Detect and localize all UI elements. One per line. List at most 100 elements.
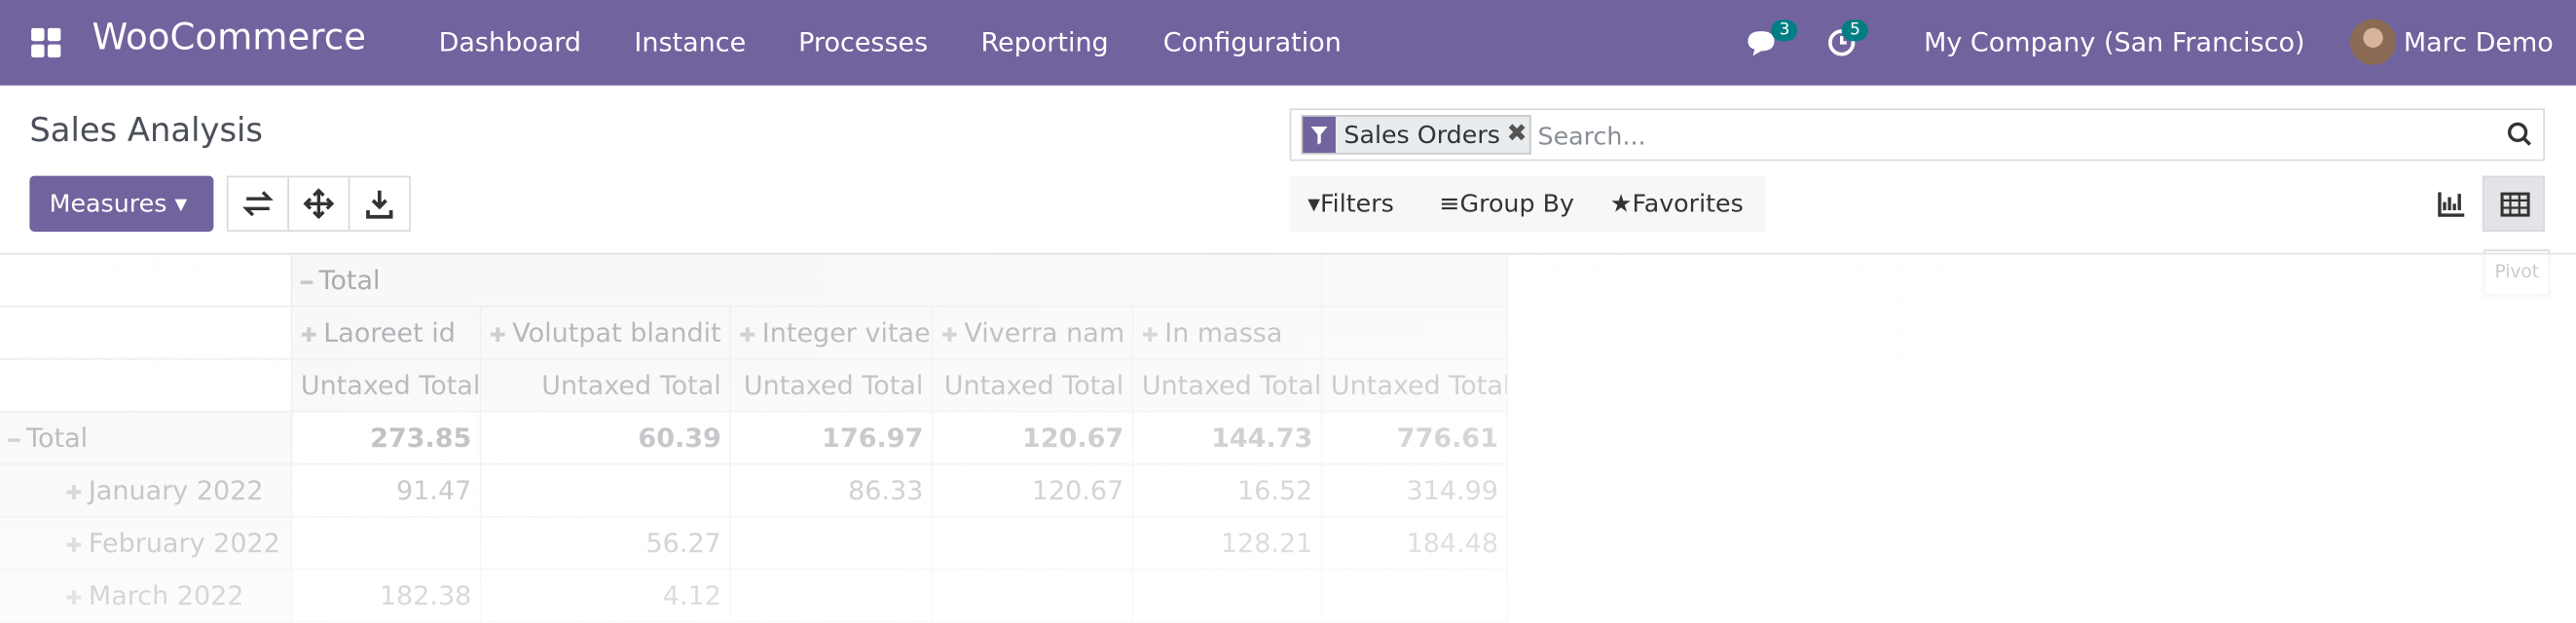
search-icon[interactable]	[2507, 122, 2533, 148]
measure-header-text: Untaxed Total	[1330, 369, 1509, 401]
value-cell: 86.33	[730, 464, 934, 518]
group-by-label: Group By	[1459, 189, 1574, 219]
measure-header: Untaxed Total	[730, 359, 934, 413]
measures-label: Measures	[49, 189, 167, 219]
menu-item[interactable]: Configuration	[1162, 26, 1342, 58]
measure-header: Untaxed Total	[1133, 359, 1323, 413]
col-header	[1322, 254, 1509, 308]
navbar: WooCommerce Dashboard Instance Processes Re…	[0, 0, 2576, 86]
page-title: Sales Analysis	[29, 110, 263, 150]
value-cell: 91.47	[292, 464, 482, 518]
corner	[0, 307, 293, 360]
value-cell	[933, 517, 1134, 570]
col-header-text: Volutpat blandit	[512, 316, 721, 348]
company[interactable]: My Company (San Francisco)	[1924, 26, 2305, 58]
value-cell: 314.99	[1322, 464, 1509, 518]
value-cell-text: 314.99	[1406, 474, 1498, 506]
col-header[interactable]: ✚ Integer vitae	[730, 307, 934, 360]
col-header-text: Laoreet id	[323, 316, 456, 348]
user[interactable]: Marc Demo	[2403, 26, 2554, 58]
chat-icon[interactable]	[1745, 28, 1778, 57]
value-cell	[1322, 569, 1509, 623]
search-box[interactable]: Sales Orders ✖ Search...	[1289, 108, 2545, 162]
value-cell-text: 56.27	[645, 527, 721, 559]
expand-button[interactable]	[287, 175, 350, 232]
value-cell	[730, 517, 934, 570]
row-header[interactable]: ✚ January 2022	[0, 464, 293, 518]
menu-item[interactable]: Reporting	[980, 26, 1109, 58]
value-cell: 56.27	[481, 517, 731, 570]
col-header[interactable]: ━ Total	[292, 254, 1323, 308]
facet-remove[interactable]: ✖	[1506, 118, 1527, 148]
value-cell: 273.85	[292, 412, 482, 465]
value-cell: 176.97	[730, 412, 934, 465]
value-cell: 120.67	[933, 412, 1134, 465]
corner	[0, 359, 293, 413]
group-by-button[interactable]: ≡Group By	[1439, 189, 1574, 219]
col-header[interactable]: ✚ Viverra nam	[933, 307, 1134, 360]
value-cell-text: 60.39	[638, 421, 721, 454]
apps-icon[interactable]	[31, 27, 61, 58]
value-cell: 60.39	[481, 412, 731, 465]
col-header[interactable]: ✚ Volutpat blandit	[481, 307, 731, 360]
menu-item[interactable]: Processes	[798, 26, 929, 58]
facet[interactable]: Sales Orders ✖	[1301, 115, 1531, 155]
measure-header: Untaxed Total	[292, 359, 482, 413]
avatar[interactable]	[2349, 18, 2397, 66]
col-header-text: Total	[318, 264, 381, 296]
tooltip: Pivot	[2484, 249, 2550, 296]
col-header-text: Integer vitae	[761, 316, 931, 348]
col-header-text: In massa	[1164, 316, 1283, 348]
menu-item[interactable]: Dashboard	[438, 26, 582, 58]
value-cell-text: 91.47	[396, 474, 472, 506]
row-header-text: March 2022	[88, 579, 244, 611]
menu-item[interactable]: Instance	[634, 26, 747, 58]
value-cell: 144.73	[1133, 412, 1323, 465]
facet-label: Sales Orders	[1343, 120, 1500, 150]
row-header[interactable]: ━ Total	[0, 412, 293, 465]
value-cell	[933, 569, 1134, 623]
search-options: ▾Filters ≡Group By ★Favorites	[1289, 175, 1767, 232]
filters-label: Filters	[1319, 189, 1394, 219]
measures-button[interactable]: Measures ▾	[29, 175, 214, 232]
value-cell-text: 776.61	[1396, 421, 1498, 454]
pivot-view-button[interactable]	[2482, 175, 2545, 232]
download-button[interactable]	[348, 175, 411, 232]
value-cell: 120.67	[933, 464, 1134, 518]
value-cell-text: 120.67	[1031, 474, 1124, 506]
measure-header-text: Untaxed Total	[541, 369, 721, 401]
value-cell-text: 182.38	[379, 579, 472, 611]
col-header[interactable]: ✚ Laoreet id	[292, 307, 482, 360]
row-header[interactable]: ✚ March 2022	[0, 569, 293, 623]
app-name[interactable]: WooCommerce	[92, 18, 366, 59]
facet-icon	[1303, 116, 1336, 153]
value-cell	[1133, 569, 1323, 623]
value-cell-text: 16.52	[1237, 474, 1313, 506]
value-cell-text: 4.12	[662, 579, 721, 611]
value-cell-text: 144.73	[1211, 421, 1313, 454]
separator	[0, 252, 2576, 255]
value-cell: 16.52	[1133, 464, 1323, 518]
favorites-label: Favorites	[1632, 189, 1744, 219]
value-cell	[481, 464, 731, 518]
col-header[interactable]: ✚ In massa	[1133, 307, 1323, 360]
row-header[interactable]: ✚ February 2022	[0, 517, 293, 570]
value-cell-text: 176.97	[822, 421, 924, 454]
row-header-text: February 2022	[88, 527, 280, 559]
graph-view-button[interactable]	[2419, 175, 2483, 232]
value-cell	[292, 517, 482, 570]
filters-button[interactable]: ▾Filters	[1307, 189, 1394, 219]
measure-header: Untaxed Total	[933, 359, 1134, 413]
measure-header-text: Untaxed Total	[943, 369, 1124, 401]
measure-header-text: Untaxed Total	[743, 369, 924, 401]
measure-header: Untaxed Total	[1322, 359, 1509, 413]
favorites-button[interactable]: ★Favorites	[1609, 189, 1744, 219]
measure-header-text: Untaxed Total	[1141, 369, 1322, 401]
corner	[0, 254, 293, 308]
value-cell-text: 184.48	[1406, 527, 1498, 559]
value-cell-text: 273.85	[370, 421, 472, 454]
value-cell: 182.38	[292, 569, 482, 623]
flip-axis-button[interactable]	[226, 175, 289, 232]
